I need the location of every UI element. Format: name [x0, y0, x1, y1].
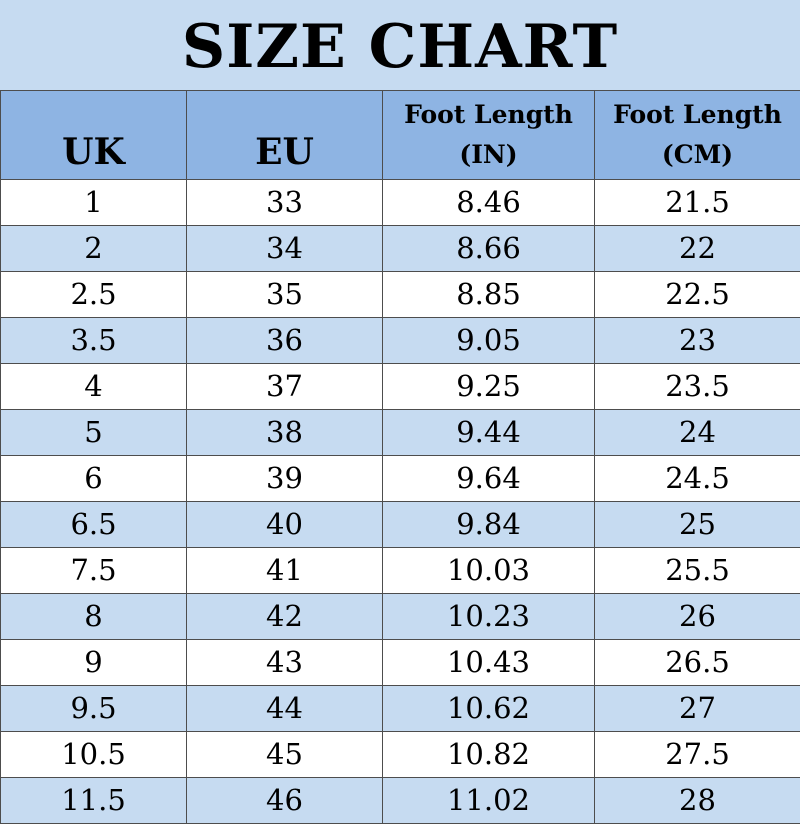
cell-uk: 6: [1, 456, 187, 502]
cell-eu: 45: [187, 732, 383, 778]
cell-uk: 4: [1, 364, 187, 410]
cell-foot-length-in: 11.02: [383, 778, 595, 824]
cell-eu: 41: [187, 548, 383, 594]
cell-foot-length-cm: 22: [595, 226, 800, 272]
cell-uk: 6.5: [1, 502, 187, 548]
cell-foot-length-cm: 27.5: [595, 732, 800, 778]
cell-foot-length-in: 9.84: [383, 502, 595, 548]
header-eu: EU: [187, 91, 383, 180]
cell-eu: 34: [187, 226, 383, 272]
cell-uk: 10.5: [1, 732, 187, 778]
cell-foot-length-in: 9.64: [383, 456, 595, 502]
header-foot-length-cm-line2: (CM): [595, 135, 800, 175]
cell-foot-length-cm: 27: [595, 686, 800, 732]
cell-eu: 46: [187, 778, 383, 824]
header-foot-length-cm-line1: Foot Length: [595, 95, 800, 135]
cell-foot-length-cm: 28: [595, 778, 800, 824]
cell-foot-length-cm: 24: [595, 410, 800, 456]
cell-uk: 8: [1, 594, 187, 640]
cell-foot-length-cm: 23: [595, 318, 800, 364]
cell-foot-length-in: 8.46: [383, 180, 595, 226]
cell-eu: 35: [187, 272, 383, 318]
cell-foot-length-cm: 21.5: [595, 180, 800, 226]
cell-foot-length-cm: 26: [595, 594, 800, 640]
cell-uk: 9: [1, 640, 187, 686]
cell-foot-length-cm: 23.5: [595, 364, 800, 410]
cell-foot-length-in: 9.44: [383, 410, 595, 456]
cell-eu: 39: [187, 456, 383, 502]
cell-foot-length-cm: 25.5: [595, 548, 800, 594]
cell-eu: 36: [187, 318, 383, 364]
cell-uk: 7.5: [1, 548, 187, 594]
header-foot-length-in-line2: (IN): [383, 135, 594, 175]
header-uk: UK: [1, 91, 187, 180]
cell-eu: 42: [187, 594, 383, 640]
cell-foot-length-cm: 25: [595, 502, 800, 548]
cell-eu: 40: [187, 502, 383, 548]
table-header: UK EU Foot Length (IN) Foot Length (CM): [1, 91, 800, 180]
cell-eu: 37: [187, 364, 383, 410]
cell-foot-length-cm: 22.5: [595, 272, 800, 318]
cell-uk: 2.5: [1, 272, 187, 318]
page-title: SIZE CHART: [182, 13, 618, 77]
cell-foot-length-in: 10.43: [383, 640, 595, 686]
header-foot-length-in: Foot Length (IN): [383, 91, 595, 180]
cell-eu: 38: [187, 410, 383, 456]
cell-uk: 11.5: [1, 778, 187, 824]
header-foot-length-in-line1: Foot Length: [383, 95, 594, 135]
title-bar: SIZE CHART: [0, 0, 800, 90]
cell-eu: 43: [187, 640, 383, 686]
cell-foot-length-in: 9.05: [383, 318, 595, 364]
cell-uk: 2: [1, 226, 187, 272]
cell-foot-length-in: 10.62: [383, 686, 595, 732]
cell-foot-length-in: 10.23: [383, 594, 595, 640]
cell-uk: 3.5: [1, 318, 187, 364]
cell-eu: 44: [187, 686, 383, 732]
cell-foot-length-in: 8.85: [383, 272, 595, 318]
cell-foot-length-in: 8.66: [383, 226, 595, 272]
cell-foot-length-in: 9.25: [383, 364, 595, 410]
cell-eu: 33: [187, 180, 383, 226]
size-table: UK EU Foot Length (IN) Foot Length (CM) …: [0, 90, 800, 824]
header-row: UK EU Foot Length (IN) Foot Length (CM): [1, 91, 800, 180]
cell-foot-length-in: 10.03: [383, 548, 595, 594]
cell-foot-length-cm: 26.5: [595, 640, 800, 686]
cell-foot-length-in: 10.82: [383, 732, 595, 778]
cell-uk: 1: [1, 180, 187, 226]
cell-uk: 5: [1, 410, 187, 456]
header-foot-length-cm: Foot Length (CM): [595, 91, 800, 180]
cell-uk: 9.5: [1, 686, 187, 732]
cell-foot-length-cm: 24.5: [595, 456, 800, 502]
